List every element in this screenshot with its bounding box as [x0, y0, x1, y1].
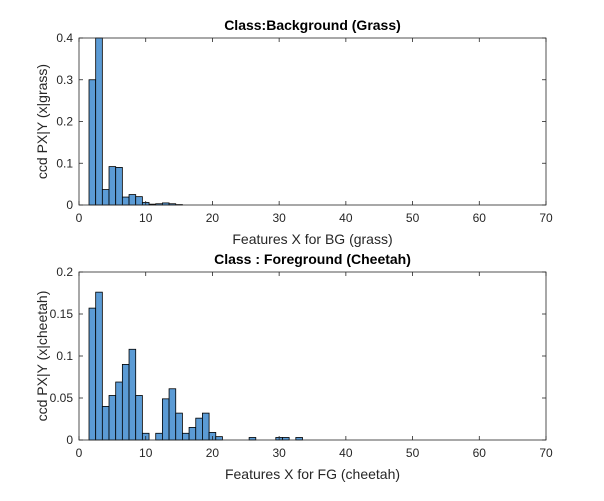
y-tick-label: 0 — [66, 433, 73, 447]
bar — [189, 427, 196, 440]
chart-title: Class : Foreground (Cheetah) — [214, 251, 411, 267]
bar — [129, 195, 136, 205]
x-tick-label: 10 — [139, 446, 153, 460]
y-tick-label: 0.2 — [56, 265, 73, 279]
bar — [216, 437, 223, 440]
bar — [109, 395, 116, 440]
plot-area — [79, 272, 546, 440]
x-tick-label: 10 — [139, 211, 153, 225]
bar — [102, 190, 109, 205]
y-tick-label: 0 — [66, 198, 73, 212]
bar — [96, 38, 103, 205]
bar — [89, 80, 96, 205]
x-tick-label: 0 — [76, 446, 83, 460]
x-tick-label: 60 — [473, 211, 487, 225]
x-tick-label: 70 — [539, 211, 553, 225]
plot-area — [79, 38, 546, 205]
bar — [169, 389, 176, 440]
y-tick-label: 0.05 — [50, 391, 74, 405]
x-tick-label: 20 — [206, 211, 220, 225]
x-tick-label: 70 — [539, 446, 553, 460]
bar — [196, 418, 203, 440]
y-tick-label: 0.1 — [56, 156, 73, 170]
bar — [162, 399, 169, 440]
bar — [129, 349, 136, 440]
bar — [109, 167, 116, 205]
bar — [122, 197, 129, 205]
x-tick-label: 40 — [339, 211, 353, 225]
bar — [136, 395, 143, 440]
x-axis-label: Features X for BG (grass) — [232, 231, 392, 247]
x-tick-label: 30 — [272, 211, 286, 225]
bar — [182, 433, 189, 440]
bar — [102, 406, 109, 440]
x-tick-label: 60 — [473, 446, 487, 460]
x-tick-label: 50 — [406, 211, 420, 225]
x-tick-label: 50 — [406, 446, 420, 460]
y-tick-label: 0.15 — [50, 307, 74, 321]
chart-2: 0 10 20 30 40 50 60 70 0 0.05 0.1 0.15 0.2 Features X… — [34, 251, 553, 482]
y-tick-label: 0.2 — [56, 115, 73, 129]
bar — [116, 382, 123, 440]
y-axis-label: ccd PX|Y (x|grass) — [34, 64, 50, 179]
bar — [116, 167, 123, 205]
y-tick-label: 0.4 — [56, 31, 73, 45]
y-tick-label: 0.1 — [56, 349, 73, 363]
bar — [96, 292, 103, 440]
chart-title: Class:Background (Grass) — [224, 17, 401, 33]
bar — [176, 413, 183, 440]
x-tick-label: 30 — [272, 446, 286, 460]
chart-1: 0 10 20 30 40 50 60 70 0 0.1 0.2 0.3 0.4 Features X f… — [34, 17, 553, 247]
x-tick-label: 40 — [339, 446, 353, 460]
x-axis-label: Features X for FG (cheetah) — [225, 466, 400, 482]
y-tick-label: 0.3 — [56, 73, 73, 87]
bar — [136, 197, 143, 205]
x-tick-label: 0 — [76, 211, 83, 225]
bar — [89, 308, 96, 440]
bar — [156, 433, 163, 440]
bar — [202, 413, 209, 440]
bar — [122, 364, 129, 440]
x-tick-label: 20 — [206, 446, 220, 460]
y-axis-label: ccd PX|Y (x|cheetah) — [34, 291, 50, 422]
